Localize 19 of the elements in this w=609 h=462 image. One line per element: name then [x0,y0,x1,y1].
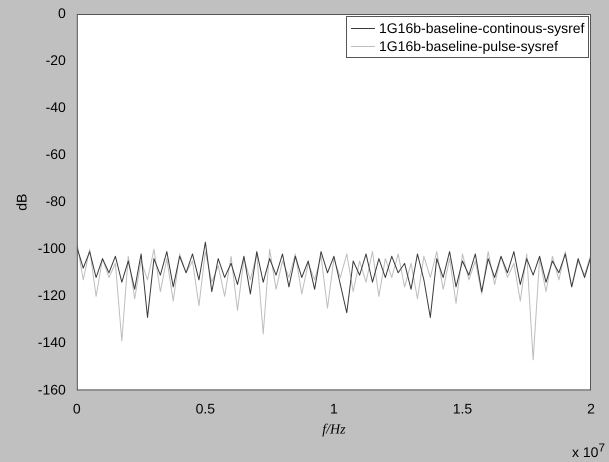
y-tick-label: -140 [38,334,66,350]
y-tick-label: -20 [46,52,66,68]
x-tick-label: 2 [587,400,596,417]
y-axis-title: dB [13,194,30,211]
y-tick-label: -80 [46,193,66,210]
x-tick-label: 0.5 [196,400,216,417]
y-tick-label: -100 [38,240,66,256]
y-tick-label: -160 [38,381,66,398]
x-tick-label: 1.5 [452,400,472,417]
y-tick-label: -120 [38,287,66,304]
y-tick-label: -60 [46,146,66,162]
y-tick-label: 0 [58,4,66,21]
text: x 10$^{7}$ [572,441,605,460]
legend-label: 1G16b-baseline-pulse-sysref [379,37,558,55]
y-tick-label: -40 [46,98,66,115]
legend-label: 1G16b-baseline-continous-sysref [379,19,584,37]
x-axis-title: f/Hz [322,422,346,438]
x-tick-label: 0 [72,400,81,417]
x-tick-label: 1 [330,400,338,417]
